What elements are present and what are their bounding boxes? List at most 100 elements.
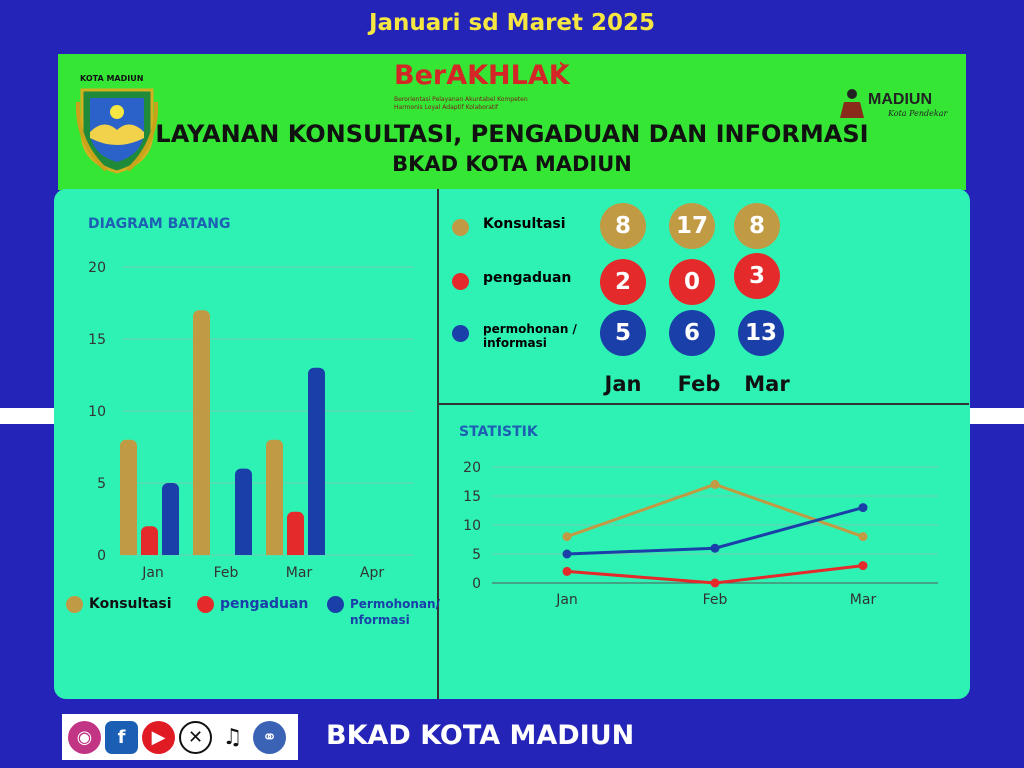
- madiun-logo-tagline: Kota Pendekar: [887, 109, 948, 118]
- bar-x-tick-label: Jan: [141, 565, 164, 581]
- bar-legend-pengaduan: pengaduan: [197, 596, 308, 613]
- berakhlak-logo: BerAKHLAK: [394, 60, 570, 91]
- footer-name: BKAD KOTA MADIUN: [326, 720, 635, 751]
- summary-konsultasi: Konsultasi: [452, 216, 566, 236]
- bar-legend-konsultasi-label: Konsultasi: [89, 596, 172, 612]
- youtube-icon[interactable]: ▶: [142, 720, 175, 754]
- line-point-0-feb: [710, 479, 720, 489]
- x-icon[interactable]: ✕: [179, 720, 212, 754]
- berakhlak-tagline-1: Berorientasi Pelayanan Akuntabel Kompete…: [394, 96, 528, 103]
- page-title: LAYANAN KONSULTASI, PENGADUAN DAN INFORM…: [155, 120, 869, 148]
- line-chart-title: STATISTIK: [459, 424, 538, 440]
- line-y-tick-label: 20: [463, 460, 481, 476]
- instagram-icon[interactable]: ◉: [68, 720, 101, 754]
- line-series-0: [566, 482, 864, 539]
- summary-pengaduan: pengaduan: [452, 270, 571, 290]
- summary-permohonan-label: permohonan / informasi: [483, 322, 577, 350]
- bar-x-tick-label: Feb: [214, 565, 239, 581]
- kota-madiun-label: KOTA MADIUN: [80, 74, 144, 83]
- konsultasi-feb-value: 17: [669, 203, 715, 249]
- permohonan-jan-value: 5: [600, 310, 646, 356]
- madiun-kota-pendekar-logo: MADIUN Kota Pendekar: [840, 89, 948, 118]
- bar-y-tick-label: 20: [88, 260, 106, 276]
- bar-base: [287, 549, 304, 555]
- legend-dot-icon: [197, 596, 214, 613]
- line-point-0-mar: [858, 532, 868, 542]
- bar-pengaduan-jan: [141, 526, 158, 555]
- summary-konsultasi-label: Konsultasi: [483, 216, 566, 232]
- pengaduan-mar-value: 3: [734, 253, 780, 299]
- line-point-1-mar: [858, 561, 868, 571]
- horizontal-divider: [439, 403, 969, 405]
- line-y-tick-label: 10: [463, 518, 481, 534]
- line-x-tick-label: Jan: [555, 592, 578, 608]
- summary-permohonan: permohonan / informasi: [452, 322, 583, 350]
- summary-month-mar: Mar: [744, 372, 790, 396]
- line-x-tick-label: Mar: [850, 592, 877, 608]
- bar-legend-konsultasi: Konsultasi: [66, 596, 172, 613]
- bar-konsultasi-feb: [193, 310, 210, 555]
- pengaduan-jan-value: 2: [600, 259, 646, 305]
- line-chart: 0 5 10 15 20 Jan Feb Mar: [463, 460, 938, 608]
- legend-dot-icon: [66, 596, 83, 613]
- line-y-tick-label: 5: [472, 547, 481, 563]
- bar-permohonan-jan: [162, 483, 179, 555]
- line-point-2-jan: [562, 549, 572, 559]
- summary-month-feb: Feb: [677, 372, 721, 396]
- social-media-bar: ◉ f ▶ ✕ ♫ ⚭: [62, 714, 298, 760]
- berakhlak-chevron-icon: ›: [558, 54, 568, 79]
- page-subtitle: BKAD KOTA MADIUN: [392, 152, 632, 176]
- bar-chart-title: DIAGRAM BATANG: [88, 216, 231, 232]
- vertical-divider: [437, 189, 439, 699]
- legend-dot-icon: [452, 325, 469, 342]
- konsultasi-jan-value: 8: [600, 203, 646, 249]
- pengaduan-feb-value: 0: [669, 259, 715, 305]
- bar-base: [266, 549, 283, 555]
- bar-base: [162, 549, 179, 555]
- website-icon[interactable]: ⚭: [253, 720, 286, 754]
- bar-konsultasi-mar: [266, 439, 283, 555]
- bar-legend-permohonan-label: Permohonan/ nformasi: [350, 597, 440, 627]
- line-y-tick-label: 15: [463, 489, 481, 505]
- bar-x-tick-label: Mar: [286, 565, 313, 581]
- line-point-1-feb: [710, 578, 720, 588]
- bar-pengaduan-mar: [287, 511, 304, 555]
- bar-chart: 0 5 10 15 20 Jan Feb Mar Apr: [88, 260, 414, 581]
- legend-dot-icon: [452, 273, 469, 290]
- line-x-tick-label: Feb: [703, 592, 728, 608]
- summary-pengaduan-label: pengaduan: [483, 270, 572, 286]
- bar-y-tick-label: 5: [97, 476, 106, 492]
- bar-legend-pengaduan-label: pengaduan: [220, 596, 309, 612]
- facebook-icon[interactable]: f: [105, 720, 138, 754]
- madiun-logo-text: MADIUN: [868, 91, 932, 108]
- kota-madiun-emblem-icon: [76, 88, 158, 174]
- bar-base: [308, 549, 325, 555]
- permohonan-mar-value: 13: [738, 310, 784, 356]
- bar-base: [193, 549, 210, 555]
- bar-permohonan-mar: [308, 367, 325, 555]
- permohonan-feb-value: 6: [669, 310, 715, 356]
- legend-dot-icon: [452, 219, 469, 236]
- bar-base: [235, 549, 252, 555]
- summary-month-jan: Jan: [604, 372, 642, 396]
- line-point-0-jan: [562, 532, 572, 542]
- berakhlak-tagline-2: Harmonis Loyal Adaptif Kolaboratif: [394, 104, 499, 111]
- bar-legend-permohonan: Permohonan/ nformasi: [327, 596, 447, 628]
- bar-konsultasi-jan: [120, 439, 137, 555]
- tiktok-icon[interactable]: ♫: [216, 720, 249, 754]
- line-point-1-jan: [562, 566, 572, 576]
- line-point-2-mar: [858, 503, 868, 513]
- bar-x-tick-label: Apr: [360, 565, 384, 581]
- bar-y-tick-label: 0: [97, 548, 106, 564]
- line-y-tick-label: 0: [472, 576, 481, 592]
- line-point-2-feb: [710, 543, 720, 553]
- bar-y-tick-label: 10: [88, 404, 106, 420]
- period-title: Januari sd Maret 2025: [368, 10, 656, 36]
- bar-base: [120, 549, 137, 555]
- bar-y-tick-label: 15: [88, 332, 106, 348]
- bar-permohonan-feb: [235, 468, 252, 555]
- legend-dot-icon: [327, 596, 344, 613]
- bar-base: [141, 549, 158, 555]
- header-banner: KOTA MADIUN BerAKHLAK › Berorientasi Pel…: [58, 54, 966, 190]
- konsultasi-mar-value: 8: [734, 203, 780, 249]
